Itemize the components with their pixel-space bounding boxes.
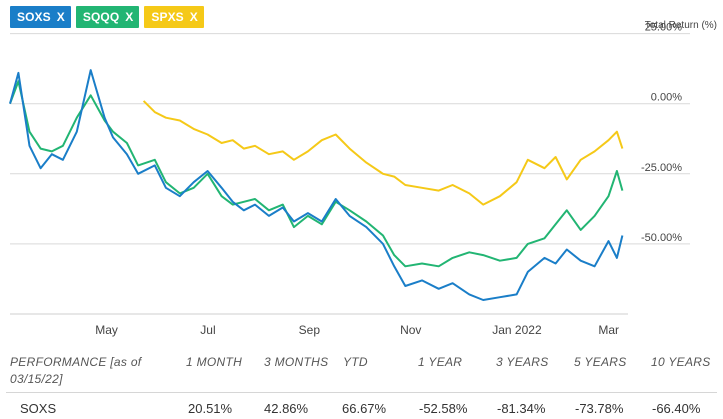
performance-divider <box>6 392 717 393</box>
row-3-months: 42.86% <box>264 401 309 416</box>
chip-soxs-label: SOXS <box>17 10 51 24</box>
x-tick-label: Jul <box>200 323 215 337</box>
chip-sqqq-label: SQQQ <box>82 10 120 24</box>
table-row: SOXS 20.51% 42.86% 66.67% -52.58% -81.34… <box>0 392 723 418</box>
remove-sqqq-icon[interactable]: X <box>125 10 134 24</box>
legend-chips: SOXS X SQQQ X SPXS X <box>10 6 204 28</box>
row-ytd: 66.67% <box>342 401 387 416</box>
x-tick-label: Nov <box>400 323 421 337</box>
period-3-months: 3 MONTHS <box>264 355 329 369</box>
chip-spxs-label: SPXS <box>151 10 184 24</box>
performance-header: PERFORMANCE [as of 03/15/22] 1 MONTH 3 M… <box>0 350 723 393</box>
x-tick-label: Jan 2022 <box>492 323 542 337</box>
series-line-sqqq <box>9 80 624 268</box>
series-line-spxs <box>142 100 624 206</box>
row-3-years: -81.34% <box>497 401 546 416</box>
remove-soxs-icon[interactable]: X <box>56 10 65 24</box>
x-tick-label: Mar <box>598 323 619 337</box>
period-1-year: 1 YEAR <box>418 355 463 369</box>
row-1-year: -52.58% <box>419 401 468 416</box>
x-axis-ticks: May Jul Sep Nov Jan 2022 Mar <box>95 323 619 337</box>
y-axis-ticks: 25.00% 0.00% -25.00% -50.00% <box>641 22 682 244</box>
row-ticker: SOXS <box>20 401 57 416</box>
performance-title: PERFORMANCE [as of 03/15/22] <box>10 355 142 386</box>
chart-series <box>9 69 624 301</box>
chip-spxs[interactable]: SPXS X <box>144 6 204 28</box>
y-tick-label: -25.00% <box>641 162 682 174</box>
row-1-month: 20.51% <box>188 401 233 416</box>
row-10-years: -66.40% <box>652 401 701 416</box>
y-tick-label: 0.00% <box>651 92 682 104</box>
period-10-years: 10 YEARS <box>651 355 711 369</box>
chip-sqqq[interactable]: SQQQ X <box>75 6 140 28</box>
x-tick-label: Sep <box>299 323 321 337</box>
row-5-years: -73.78% <box>575 401 624 416</box>
remove-spxs-icon[interactable]: X <box>189 10 198 24</box>
y-tick-label: -50.00% <box>641 232 682 244</box>
period-1-month: 1 MONTH <box>186 355 243 369</box>
period-3-years: 3 YEARS <box>496 355 549 369</box>
line-chart: 25.00% 0.00% -25.00% -50.00% May Jul Sep Nov Ja… <box>9 22 690 337</box>
x-tick-label: May <box>95 323 118 337</box>
period-ytd: YTD <box>343 355 368 369</box>
chart-gridlines <box>10 33 690 315</box>
y-tick-label: 25.00% <box>645 22 683 34</box>
series-line-soxs <box>9 69 624 301</box>
performance-table: PERFORMANCE [as of 03/15/22] 1 MONTH 3 M… <box>0 350 723 418</box>
y-axis-title: Total Return (%) <box>644 20 717 31</box>
period-5-years: 5 YEARS <box>574 355 627 369</box>
chip-soxs[interactable]: SOXS X <box>10 6 71 28</box>
